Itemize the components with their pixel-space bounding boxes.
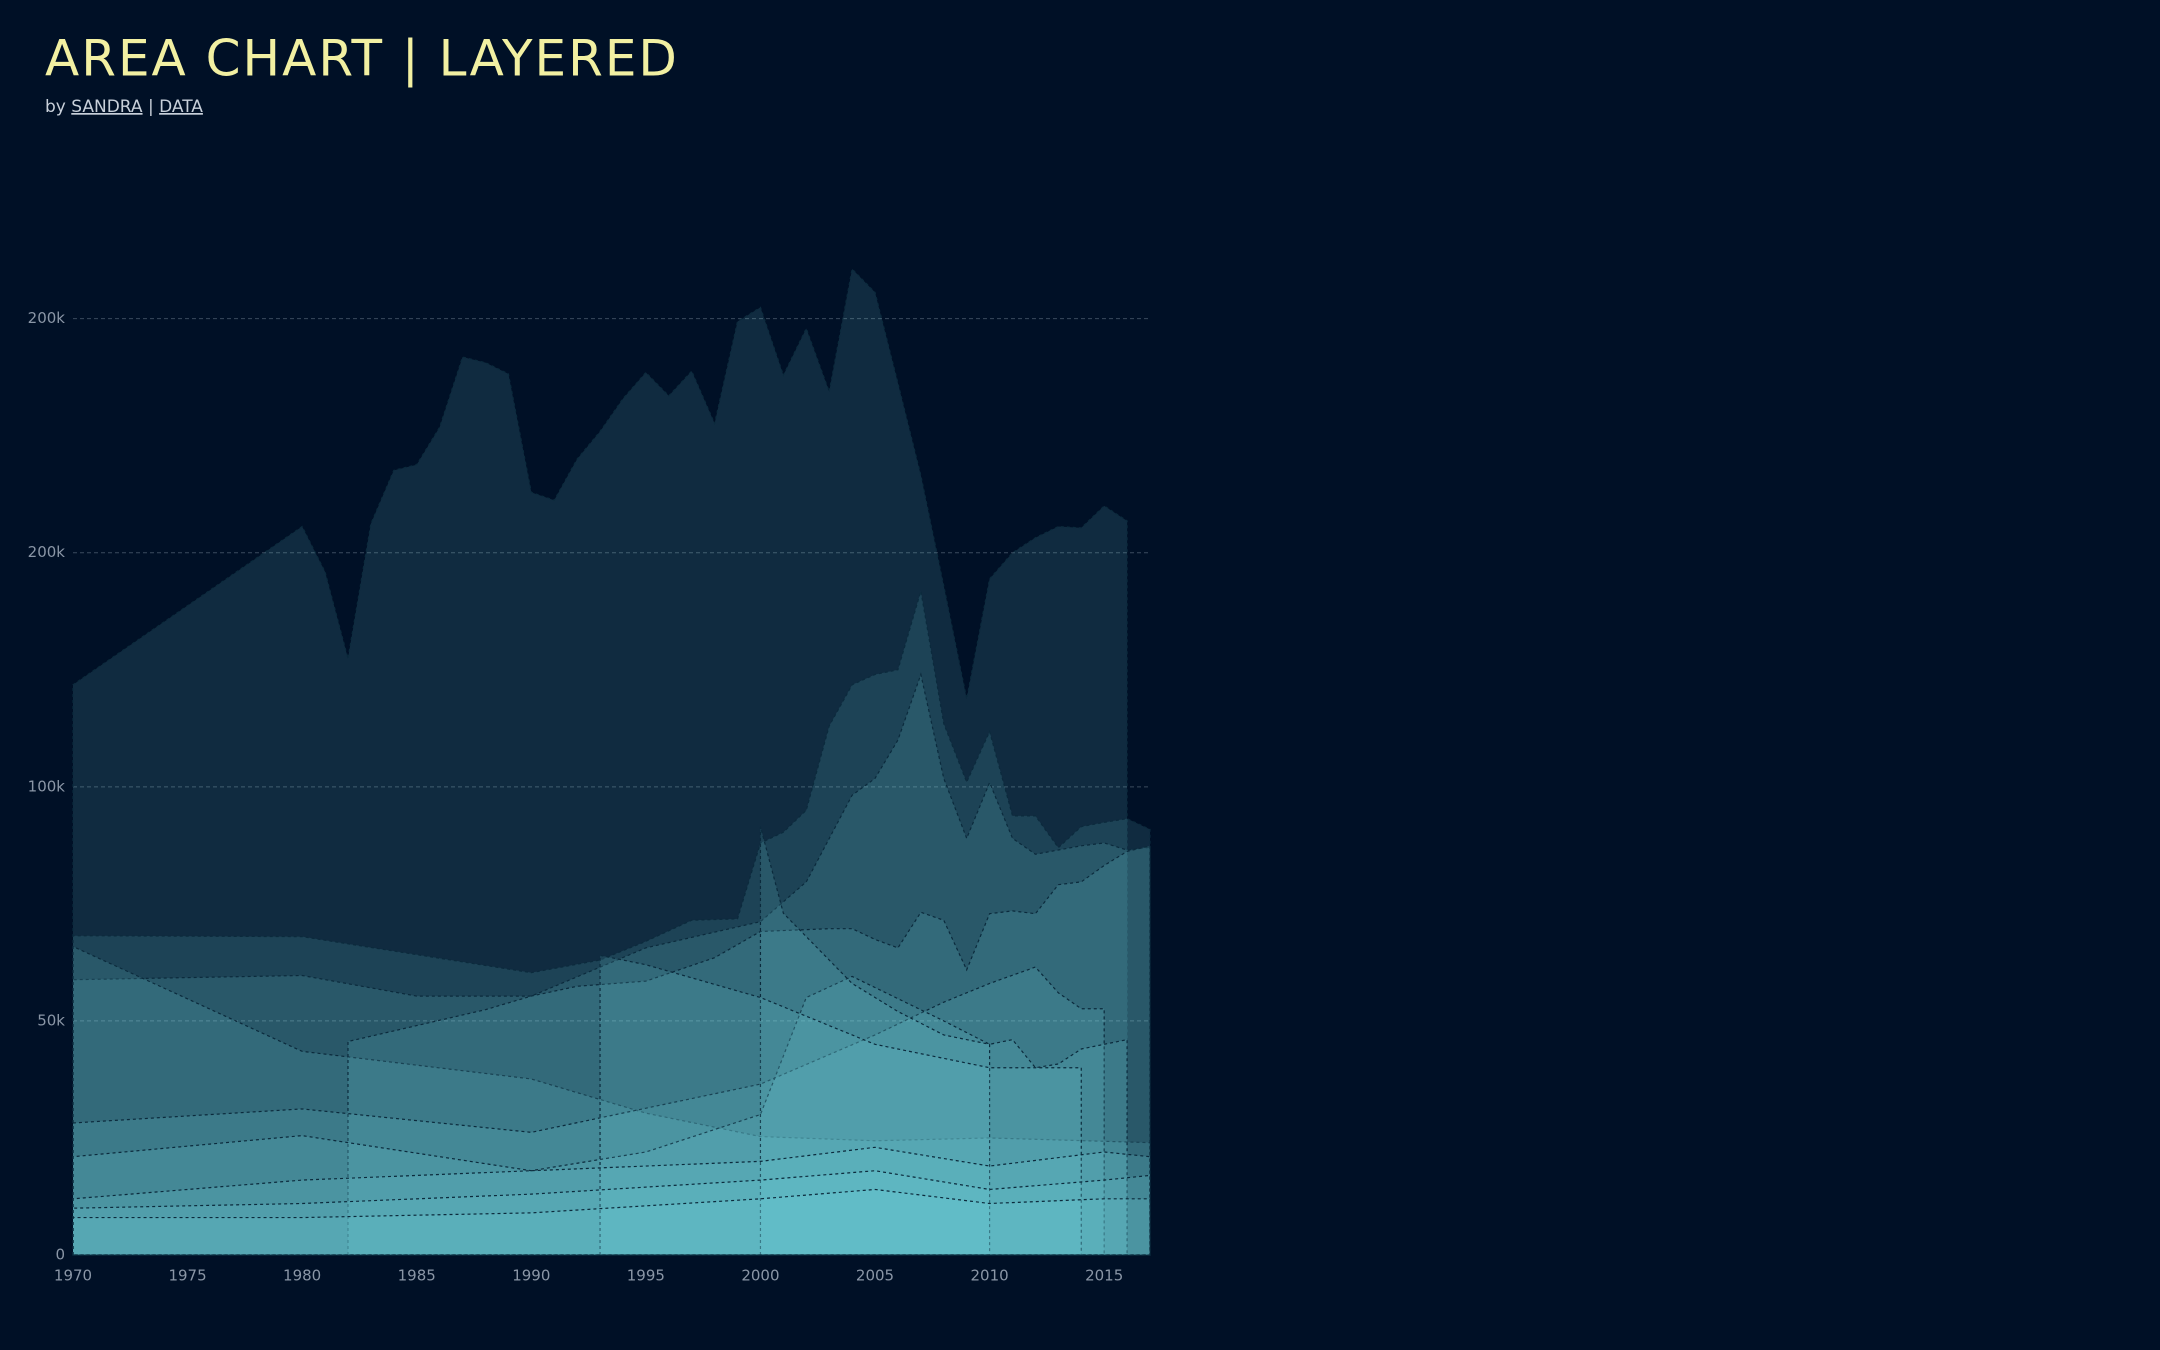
author-link[interactable]: SANDRA	[71, 97, 143, 117]
brand-link[interactable]: DATA	[159, 97, 203, 117]
byline-prefix: by	[45, 97, 66, 117]
x-tick-label: 2000	[741, 1267, 779, 1285]
area	[72, 267, 1128, 1256]
x-tick-label: 1970	[54, 1267, 92, 1285]
x-tick-label: 2005	[856, 1267, 894, 1285]
x-tick-label: 1985	[398, 1267, 436, 1285]
area	[72, 975, 1128, 1256]
y-tick-label: 200k	[28, 309, 66, 327]
x-tick-label: 2010	[971, 1267, 1009, 1285]
y-tick-label: 100k	[28, 777, 66, 795]
x-tick-label: 2015	[1085, 1267, 1123, 1285]
area	[347, 845, 1151, 1256]
y-tick-label: 200k	[28, 543, 66, 561]
area	[599, 954, 1082, 1256]
byline-separator: |	[148, 97, 154, 117]
area	[72, 966, 1105, 1256]
chart-title: AREA CHART | LAYERED	[45, 30, 679, 88]
area	[759, 826, 991, 1256]
area	[72, 672, 1151, 1256]
x-tick-label: 1980	[283, 1267, 321, 1285]
area	[72, 590, 1151, 1256]
x-tick-label: 1975	[168, 1267, 206, 1285]
area	[72, 1188, 1151, 1256]
area	[72, 1170, 1151, 1256]
y-tick-label: 0	[55, 1246, 65, 1264]
y-tick-label: 50k	[37, 1011, 65, 1029]
byline: by SANDRA | DATA	[45, 97, 203, 117]
x-tick-label: 1990	[512, 1267, 550, 1285]
x-tick-label: 1995	[627, 1267, 665, 1285]
